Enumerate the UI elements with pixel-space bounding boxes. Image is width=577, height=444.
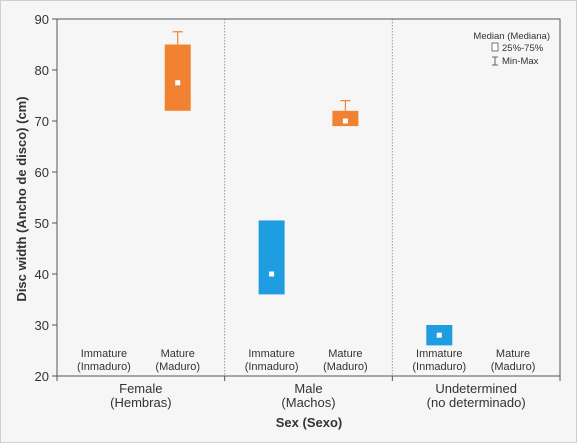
legend-whisker-icon [492, 56, 498, 66]
stage-label-line2: (Inmaduro) [412, 361, 466, 373]
stage-label-line2: (Maduro) [491, 361, 536, 373]
group-label-line1: Undetermined [435, 381, 517, 396]
legend-median-text: Median (Mediana) [473, 31, 550, 42]
y-axis-ticks: 20 30 40 50 60 70 80 90 [35, 12, 57, 384]
plot-area-border [56, 18, 561, 377]
group-label-line1: Female [119, 381, 162, 396]
median-marker [269, 271, 275, 277]
stage-label-line2: (Maduro) [155, 361, 200, 373]
legend-box-swatch [491, 42, 499, 52]
group-label-line2: (Hembras) [110, 395, 171, 410]
x-axis-label: Sex (Sexo) [276, 415, 342, 430]
group-label-line2: (Machos) [281, 395, 335, 410]
stage-labels: Immature(Inmaduro)Mature(Maduro)Immature… [77, 348, 535, 373]
y-tick-label: 50 [35, 216, 49, 231]
legend-whisker-text: Min-Max [502, 56, 539, 67]
stage-label-line1: Mature [328, 348, 362, 360]
axes [56, 18, 561, 381]
median-marker [175, 80, 181, 86]
stage-label-line1: Immature [248, 348, 294, 360]
box-series [164, 31, 453, 346]
group-dividers [224, 19, 393, 376]
y-tick-label: 20 [35, 369, 49, 384]
y-tick-label: 80 [35, 63, 49, 78]
stage-label-line1: Mature [161, 348, 195, 360]
y-axis-label: Disc width (Ancho de disco) (cm) [14, 96, 29, 301]
stage-label-line1: Immature [416, 348, 462, 360]
group-label-line1: Male [294, 381, 322, 396]
stage-label-line1: Mature [496, 348, 530, 360]
y-tick-label: 90 [35, 12, 49, 27]
box-iqr [164, 44, 191, 111]
legend-box-text: 25%-75% [502, 43, 544, 54]
stage-label-line2: (Inmaduro) [77, 361, 131, 373]
group-labels: Female(Hembras) Male(Machos) Undetermined(… [110, 381, 526, 410]
stage-label-line2: (Maduro) [323, 361, 368, 373]
box-iqr [332, 110, 359, 127]
y-tick-label: 30 [35, 318, 49, 333]
median-marker [436, 332, 442, 338]
group-label-line2: (no determinado) [427, 395, 526, 410]
stage-label-line2: (Inmaduro) [245, 361, 299, 373]
y-tick-label: 60 [35, 165, 49, 180]
stage-label-line1: Immature [81, 348, 127, 360]
y-tick-label: 40 [35, 267, 49, 282]
box-iqr [258, 220, 285, 295]
median-marker [342, 118, 348, 124]
y-tick-label: 70 [35, 114, 49, 129]
legend: Median (Mediana) 25%-75% Min-Max [473, 31, 550, 67]
